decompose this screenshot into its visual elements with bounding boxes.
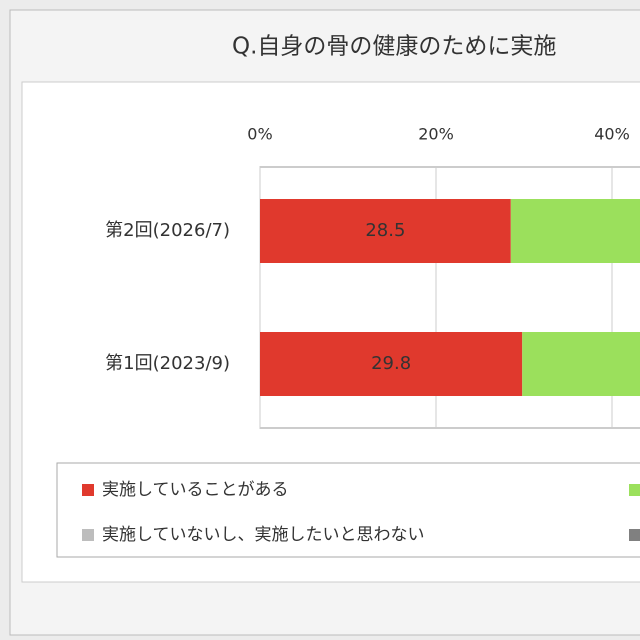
y-tick-label: 第1回(2023/9) [105,353,230,374]
bar-segment [260,199,511,263]
x-tick-label: 0% [247,125,272,144]
chart-title: Q.自身の骨の健康のために実施 [232,34,556,60]
legend-marker [629,529,640,541]
x-tick-label: 40% [594,125,630,144]
legend-label: 実施していないし、実施したいと思わない [102,525,425,545]
bar-segment [522,332,640,396]
bar-segment [260,332,523,396]
legend-box [56,462,640,558]
bar-segment [510,199,640,263]
value-label: 28.5 [365,220,405,241]
legend-marker [82,484,94,496]
x-tick-label: 20% [418,125,454,144]
legend-marker [629,484,640,496]
y-tick-label: 第2回(2026/7) [105,220,230,241]
legend-marker [82,529,94,541]
value-label: 29.8 [371,353,411,374]
legend-label: 実施していることがある [102,480,289,500]
